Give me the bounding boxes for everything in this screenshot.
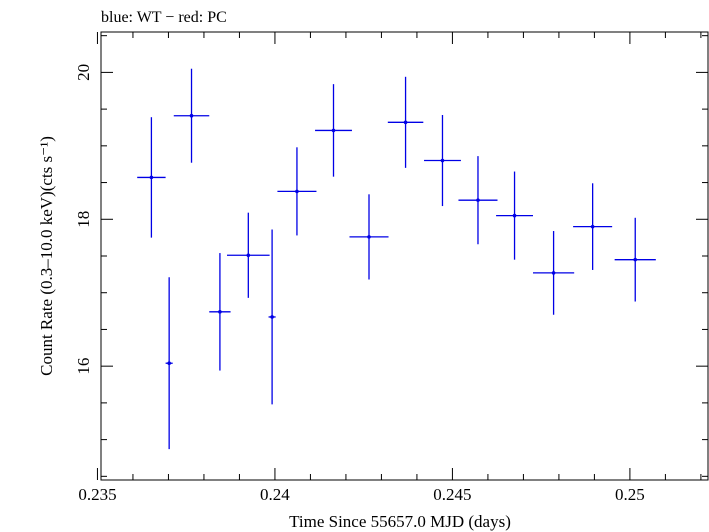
data-marker	[551, 271, 556, 275]
chart-title: blue: WT − red: PC	[101, 9, 227, 26]
data-marker	[331, 128, 336, 133]
x-axis-title: Time Since 55657.0 MJD (days)	[289, 512, 511, 531]
x-tick-label: 0.24	[260, 485, 290, 504]
y-tick-label: 16	[74, 358, 93, 375]
data-marker	[149, 175, 154, 180]
data-point	[137, 117, 166, 238]
data-point	[387, 76, 424, 168]
data-point	[424, 114, 461, 207]
data-marker	[440, 158, 445, 163]
data-marker	[476, 198, 480, 202]
data-marker	[403, 120, 408, 125]
data-point	[209, 253, 231, 371]
data-marker	[246, 253, 251, 258]
data-point	[573, 183, 613, 270]
data-point	[277, 147, 317, 236]
data-point	[227, 212, 270, 298]
data-point	[173, 68, 210, 163]
data-marker	[512, 213, 517, 218]
x-tick-label: 0.235	[78, 485, 116, 504]
data-point	[532, 231, 575, 315]
axis-tick-labels: 0.235 0.24 0.245 0.25 16 18 20	[74, 64, 645, 504]
data-point	[315, 84, 352, 177]
data-points	[137, 68, 656, 450]
data-point	[496, 171, 533, 260]
data-marker	[218, 310, 222, 314]
data-marker	[167, 361, 171, 366]
data-marker	[367, 235, 371, 239]
data-point	[268, 229, 276, 405]
data-marker	[590, 224, 595, 229]
data-point	[349, 194, 389, 280]
data-marker	[189, 113, 194, 118]
x-tick-label: 0.245	[433, 485, 471, 504]
y-tick-label: 20	[74, 64, 93, 81]
y-tick-label: 18	[74, 211, 93, 228]
data-point	[458, 156, 498, 245]
x-tick-label: 0.25	[615, 485, 645, 504]
data-point	[165, 277, 173, 450]
data-marker	[633, 257, 638, 262]
data-marker	[295, 189, 299, 194]
data-marker	[270, 315, 274, 319]
axis-ticks	[96, 32, 708, 480]
y-axis-title: Count Rate (0.3–10.0 keV)(cts s⁻¹)	[37, 136, 56, 376]
data-point	[614, 217, 656, 302]
